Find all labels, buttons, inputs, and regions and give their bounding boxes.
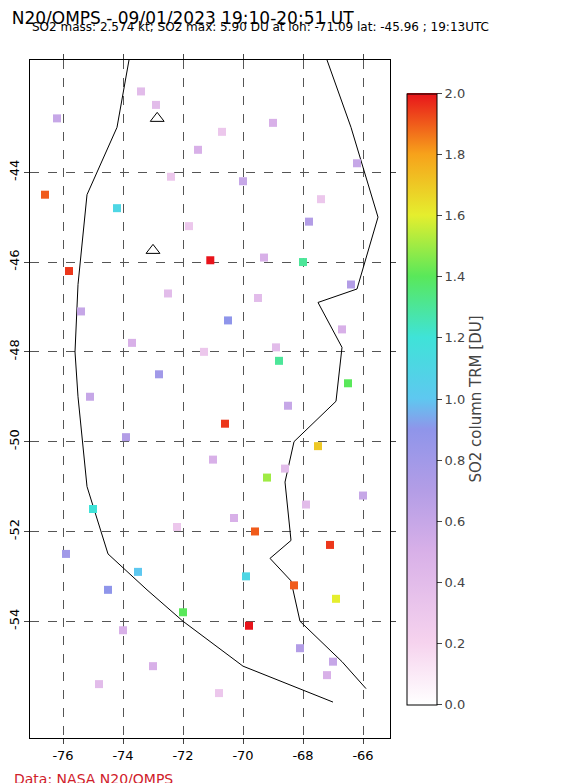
- svg-text:N20/OMPS - 09/01/2023 19:10-20: N20/OMPS - 09/01/2023 19:10-20:51 UT: [12, 8, 354, 28]
- svg-text:-70: -70: [232, 748, 253, 763]
- svg-text:-72: -72: [172, 748, 193, 763]
- svg-text:-54: -54: [7, 609, 22, 630]
- svg-text:0.6: 0.6: [445, 514, 466, 529]
- svg-text:0.4: 0.4: [445, 575, 466, 590]
- svg-text:1.6: 1.6: [445, 208, 466, 223]
- svg-text:-48: -48: [7, 339, 22, 360]
- svg-text:0.2: 0.2: [445, 636, 466, 651]
- svg-text:SO2 column TRM [DU]: SO2 column TRM [DU]: [467, 315, 485, 482]
- svg-text:1.2: 1.2: [445, 330, 466, 345]
- svg-text:-68: -68: [292, 748, 313, 763]
- svg-text:-44: -44: [7, 160, 22, 181]
- svg-text:-52: -52: [7, 519, 22, 540]
- svg-text:0.8: 0.8: [445, 453, 466, 468]
- svg-text:1.0: 1.0: [445, 392, 466, 407]
- svg-text:1.4: 1.4: [445, 269, 466, 284]
- svg-text:SO2 mass: 2.574 kt; SO2 max: 5: SO2 mass: 2.574 kt; SO2 max: 5.90 DU at …: [32, 20, 489, 34]
- svg-text:-74: -74: [112, 748, 133, 763]
- svg-text:Data: NASA N20/OMPS: Data: NASA N20/OMPS: [14, 771, 173, 783]
- svg-text:-66: -66: [352, 748, 373, 763]
- svg-text:2.0: 2.0: [445, 86, 466, 101]
- svg-text:1.8: 1.8: [445, 147, 466, 162]
- svg-text:-76: -76: [52, 748, 73, 763]
- svg-text:0.0: 0.0: [445, 697, 466, 712]
- svg-text:-46: -46: [7, 249, 22, 270]
- svg-text:-50: -50: [7, 429, 22, 450]
